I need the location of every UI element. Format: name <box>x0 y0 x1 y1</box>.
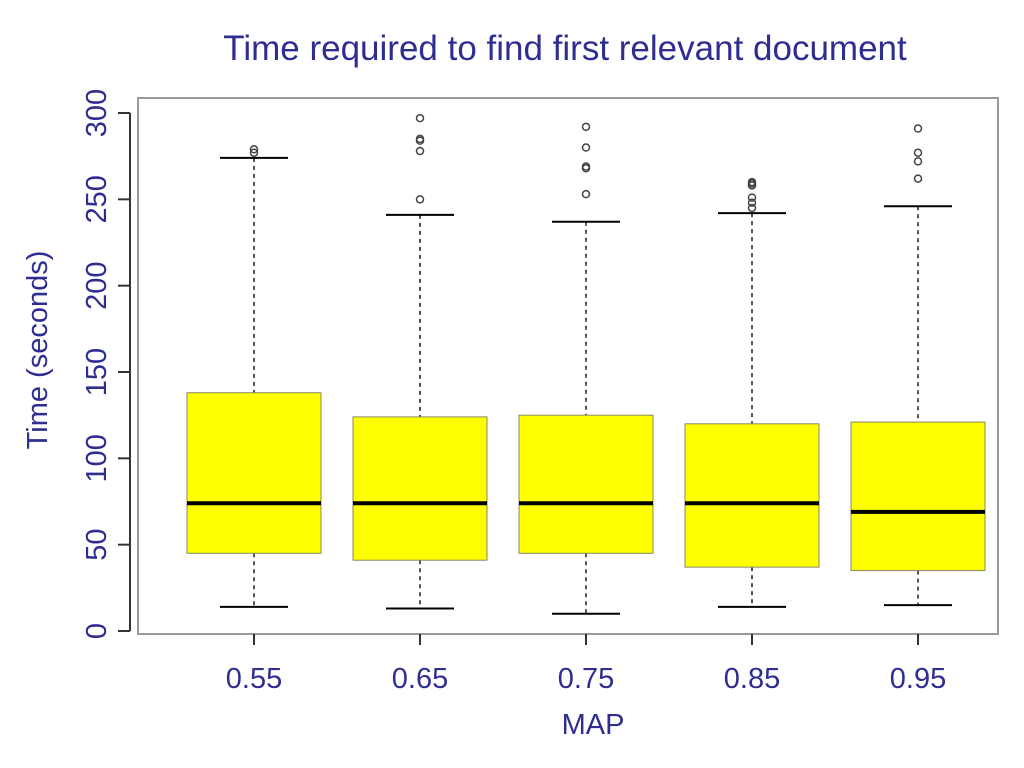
x-axis: 0.55 0.65 0.75 0.85 0.95 <box>226 634 946 695</box>
x-axis-title: MAP <box>562 709 625 741</box>
outlier-point <box>415 134 425 144</box>
outlier-point <box>747 198 757 208</box>
box-group <box>518 122 654 615</box>
y-tick-label: 100 <box>81 434 113 482</box>
x-tick-label: 0.55 <box>226 663 282 695</box>
outlier-point <box>913 124 923 133</box>
outlier-point <box>415 195 425 204</box>
outlier-point <box>913 157 923 166</box>
iqr-box <box>186 392 322 554</box>
box-group <box>850 124 986 607</box>
y-axis: 0 50 100 150 200 250 300 <box>81 89 130 639</box>
outlier-point <box>913 148 923 157</box>
y-tick-label: 150 <box>81 348 113 396</box>
iqr-box <box>850 421 986 572</box>
iqr-box <box>352 416 488 561</box>
y-tick-label: 300 <box>81 89 113 137</box>
outlier-point <box>581 122 591 132</box>
y-tick-label: 0 <box>81 623 113 639</box>
x-tick-label: 0.85 <box>724 663 780 695</box>
y-tick-label: 250 <box>81 175 113 223</box>
outlier-point <box>249 145 259 154</box>
outlier-point <box>249 148 259 157</box>
y-tick-label: 50 <box>81 529 113 561</box>
outlier-point <box>581 162 591 171</box>
y-tick-label: 200 <box>81 261 113 309</box>
outlier-point <box>415 146 425 156</box>
outlier-point <box>747 177 757 187</box>
iqr-box <box>518 414 654 554</box>
outlier-point <box>415 113 425 123</box>
iqr-box <box>684 423 820 568</box>
box-group <box>684 177 820 608</box>
boxes-layer <box>186 113 986 615</box>
x-tick-label: 0.75 <box>558 663 614 695</box>
outlier-point <box>913 174 923 183</box>
y-axis-title: Time (seconds) <box>22 251 54 450</box>
x-tick-label: 0.95 <box>890 663 946 695</box>
chart-title: Time required to find first relevant doc… <box>223 29 907 68</box>
outlier-point <box>581 189 591 199</box>
x-tick-label: 0.65 <box>392 663 448 695</box>
plot-frame <box>137 97 999 635</box>
box-group <box>352 113 488 610</box>
outlier-point <box>747 193 757 202</box>
box-group <box>186 145 322 608</box>
outlier-point <box>747 203 757 213</box>
outlier-point <box>581 143 591 152</box>
